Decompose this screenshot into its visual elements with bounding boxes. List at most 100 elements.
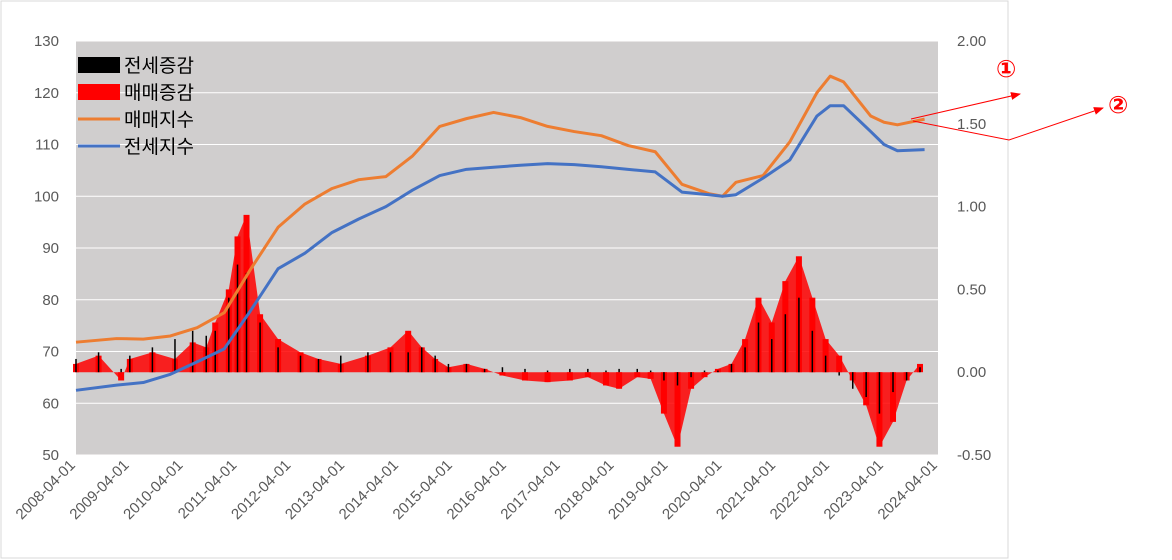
callout-1: ① [996, 55, 1016, 83]
bar-전세증감-2017-06 [569, 368, 571, 373]
bar-전세증감-2009-04 [129, 355, 131, 373]
y-left-tick-label: 120 [34, 85, 59, 102]
y-left-tick-label: 60 [42, 395, 59, 412]
y-left-tick-label: 80 [42, 292, 59, 309]
bar-전세증감-2016-08 [524, 368, 526, 373]
series-bars-전세증감 [75, 264, 921, 414]
bar-매매증감-2023-06 [890, 372, 897, 422]
bar-전세증감-2014-02 [389, 352, 392, 373]
bar-전세증감-2018-05 [618, 368, 620, 373]
bar-전세증감-2015-07 [465, 363, 468, 373]
bar-전세증감-2013-03 [340, 355, 342, 373]
bar-매매증감-2009-02 [118, 372, 125, 381]
legend-label-전세증감: 전세증감 [124, 55, 194, 77]
series-line-매매지수 [75, 74, 925, 344]
bar-매매증감-2017-10 [584, 372, 591, 378]
bar-매매증감-2019-06 [674, 372, 681, 447]
y-right-tick-label: 1.50 [957, 116, 986, 133]
bar-전세증감-2021-03 [771, 339, 773, 373]
bar-전세증감-2022-03 [824, 355, 827, 373]
bar-전세증감-2010-02 [174, 339, 176, 373]
bar-매매증감-2018-02 [602, 372, 609, 386]
bar-전세증감-2020-03 [717, 370, 719, 373]
callout-2: ② [1108, 91, 1128, 119]
bar-전세증감-2014-09 [420, 347, 423, 373]
series-line-전세지수 [75, 104, 925, 392]
bar-전세증감-2021-12 [811, 330, 814, 373]
bar-전세증감-2009-09 [151, 347, 154, 373]
bar-전세증감-2022-12 [865, 372, 867, 398]
bar-전세증감-2009-02 [120, 368, 122, 373]
bar-전세증감-2017-01 [546, 370, 549, 373]
bar-전세증감-2018-02 [605, 370, 607, 373]
bar-전세증감-2010-06 [191, 330, 194, 373]
bar-매매증감-2016-03 [499, 372, 506, 376]
bar-전세증감-2022-09 [851, 372, 854, 389]
legend-swatch-전세증감 [78, 57, 120, 73]
y-axis-left: 130 120 110 100 90 80 70 60 50 [34, 33, 59, 464]
bar-전세증감-2008-09 [97, 352, 100, 373]
bar-전세증감-2023-06 [892, 372, 894, 393]
legend-label-매매지수: 매매지수 [124, 109, 194, 131]
bar-전세증감-2011-09 [259, 322, 261, 373]
bar-매매증감-2018-05 [616, 372, 623, 389]
bar-전세증감-2019-09 [690, 372, 692, 378]
bar-전세증감-2020-06 [730, 363, 733, 373]
y-right-tick-label: -0.50 [957, 447, 991, 464]
y-left-tick-label: 50 [42, 447, 59, 464]
bar-전세증감-2019-12 [703, 370, 706, 373]
bar-매매증감-2018-12 [647, 372, 654, 379]
bar-전세증감-2015-03 [447, 363, 450, 373]
bar-전세증감-2014-12 [434, 355, 436, 373]
y-left-tick-label: 130 [34, 33, 59, 50]
bar-전세증감-2021-06 [784, 314, 787, 373]
y-right-tick-label: 2.00 [957, 33, 986, 50]
y-right-tick-label: 0.00 [957, 364, 986, 381]
bar-매매증감-2014-06 [405, 330, 412, 373]
legend-swatch-매매증감 [78, 84, 120, 100]
bar-전세증감-2020-12 [757, 322, 760, 373]
bar-전세증감-2013-09 [367, 352, 369, 373]
bar-전세증감-2008-04 [75, 358, 77, 373]
y-left-tick-label: 70 [42, 344, 59, 361]
bar-매매증감-2019-09 [688, 372, 695, 389]
bar-매매증감-2018-09 [634, 372, 641, 378]
bar-전세증감-2022-06 [838, 372, 840, 376]
bar-전세증감-2018-09 [636, 368, 638, 373]
bar-전세증감-2019-06 [676, 372, 679, 386]
y-left-tick-label: 100 [34, 188, 59, 205]
legend-label-매매증감: 매매증감 [124, 82, 194, 104]
bar-매매증감-2022-06 [836, 355, 843, 373]
y-left-tick-label: 90 [42, 240, 59, 257]
callouts: ①② [910, 55, 1128, 141]
bar-전세증감-2015-11 [483, 368, 486, 373]
bar-전세증감-2011-04 [236, 264, 239, 373]
callout-arrow-1 [910, 92, 1021, 120]
bar-전세증감-2019-03 [663, 372, 665, 381]
bar-전세증감-2023-09 [905, 372, 908, 381]
bar-전세증감-2012-06 [299, 355, 302, 373]
series-lines [75, 74, 925, 392]
bar-매매증감-2016-08 [521, 372, 528, 381]
bar-전세증감-2020-09 [744, 347, 746, 373]
bar-전세증감-2016-03 [501, 367, 504, 373]
bar-전세증감-2012-10 [317, 358, 320, 373]
bar-전세증감-2023-03 [878, 372, 881, 414]
bar-전세증감-2012-01 [277, 347, 279, 373]
y-left-tick-label: 110 [35, 137, 59, 154]
y-right-tick-label: 1.00 [957, 199, 986, 216]
bar-전세증감-2018-12 [649, 370, 652, 373]
bar-매매증감-2017-01 [544, 372, 551, 383]
bar-전세증감-2014-06 [407, 352, 409, 373]
bar-전세증감-2010-11 [214, 330, 216, 373]
bar-전세증감-2011-02 [228, 297, 230, 373]
bar-매매증감-2022-03 [822, 339, 829, 373]
callout-arrow-2 [912, 107, 1104, 141]
y-axis-right: 2.00 1.50 1.00 0.50 0.00 -0.50 [957, 33, 991, 464]
legend-label-전세지수: 전세지수 [124, 136, 194, 158]
bar-전세증감-2021-09 [798, 297, 800, 373]
bar-매매증감-2019-12 [701, 372, 708, 378]
bar-매매증감-2019-03 [660, 372, 667, 414]
